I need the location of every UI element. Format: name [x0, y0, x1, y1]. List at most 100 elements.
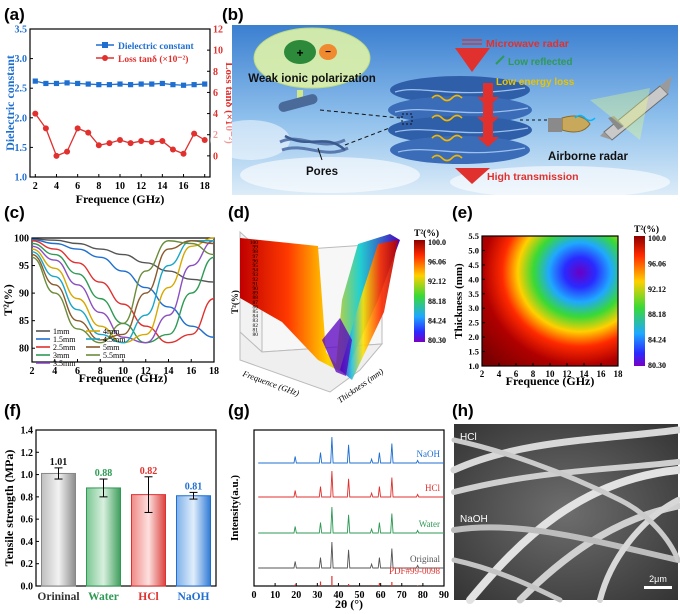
chart-a-point — [202, 81, 208, 87]
chart-a-ytick-label: 1.5 — [15, 143, 28, 154]
chart-g-xtick-label: 20 — [291, 590, 301, 601]
chart-f-ytick-label: 0.8 — [21, 492, 34, 503]
chart-c-xticks: 2 4 6 8 10 12 14 16 18 — [30, 359, 219, 377]
chart-g-ylabel: Intensity(a.u.) — [229, 475, 241, 541]
panel-label-d: (d) — [228, 203, 250, 222]
sem-label-naoh: NaOH — [460, 514, 488, 525]
scale-bar-label: 2μm — [649, 574, 667, 584]
chart-e-ytick-label: 4.0 — [468, 274, 479, 284]
label-low-reflected: Low reflected — [508, 57, 572, 68]
chart-g-xtick-label: 60 — [376, 590, 386, 601]
chart-e-ylabel: Thickness (mm) — [453, 263, 465, 339]
cloud — [210, 120, 290, 160]
chart-d-colorbar-tick-label: 84.24 — [428, 316, 446, 325]
chart-a-y2tick-label: 0 — [213, 151, 218, 162]
chart-a-point — [180, 82, 187, 88]
label-microwave: Microwave radar — [486, 38, 569, 50]
label-weak-ionic: Weak ionic polarization — [248, 73, 376, 85]
chart-d-ztick-label: 86 — [253, 304, 259, 310]
chart-a-point — [159, 138, 166, 145]
chart-d-ztick-label: 85 — [253, 309, 259, 315]
chart-e-colorbar-title: T²(%) — [634, 224, 659, 235]
chart-d-ztick-label: 92 — [253, 277, 259, 283]
panel-label-b: (b) — [222, 5, 244, 24]
chart-c-xtick-label: 6 — [75, 366, 80, 377]
transmission-arrows — [477, 83, 499, 147]
chart-g-xtick-label: 70 — [397, 590, 407, 601]
chart-f-ytick-label: 1.0 — [21, 470, 34, 481]
chart-a-point — [64, 148, 71, 155]
chart-e-colorbar-tick-label: 84.24 — [648, 336, 666, 345]
chart-d-colorbar-tick-label: 92.12 — [428, 277, 446, 286]
chart-g-pattern-line — [258, 470, 444, 498]
chart-c-xtick-label: 4 — [52, 366, 57, 377]
chart-f-category-label: HCl — [138, 591, 158, 603]
chart-c-xtick-label: 2 — [30, 366, 35, 377]
chart-e-ytick-label: 1.5 — [468, 347, 479, 357]
chart-a-point — [32, 110, 39, 117]
chart-c-series-line — [31, 240, 214, 344]
radar-wave-icon — [574, 114, 596, 122]
chart-e-colorbar-ticks: 100.0 96.06 92.12 88.18 84.24 80.30 — [648, 234, 666, 370]
chart-a-point — [191, 82, 197, 88]
chart-c-ytick-label: 95 — [19, 261, 29, 272]
chart-e-xtick-label: 6 — [514, 369, 519, 379]
chart-c-series-line — [31, 238, 215, 338]
chart-a: 2 4 6 8 10 12 14 16 18 1.0 1.5 2.0 2.5 3.0 3.5 0 2 4 6 8 1… — [3, 25, 235, 207]
radome-icon — [548, 115, 591, 133]
chart-c-xtick-label: 8 — [98, 366, 103, 377]
chart-e: 2 4 6 8 10 12 14 16 18 1.0 1.5 2.0 2.5 3.0 3.5 4.0 4.5 5… — [453, 224, 666, 388]
chart-a-ytick-label: 2.0 — [15, 113, 28, 124]
chart-d-colorbar-tick-label: 96.06 — [428, 258, 446, 267]
chart-f-category-label: Water — [88, 591, 119, 603]
chart-d-ztick-label: 90 — [253, 286, 259, 292]
chart-e-ytick-label: 5.0 — [468, 245, 479, 255]
chart-f-bar — [41, 472, 76, 587]
chart-c-legend-label: 3.5mm — [53, 359, 76, 368]
chart-a-point — [85, 81, 91, 87]
chart-c-series-line — [31, 240, 215, 344]
chart-f-ytick-label: 0.2 — [21, 559, 34, 570]
chart-a-xtick-label: 6 — [75, 181, 80, 192]
chart-a-y2tick-label: 12 — [213, 25, 223, 36]
chart-c-legend-label: 4mm — [103, 327, 120, 336]
chart-a-xlabel: Frequence (GHz) — [76, 192, 165, 206]
chart-g: NaOH HCl Water Original 0 10 20 30 40 50 60 70 80 90… — [229, 429, 449, 611]
chart-a-marks — [32, 78, 208, 159]
chart-e-ytick-label: 4.5 — [468, 260, 479, 270]
chart-c-legend-label: 4.5mm — [103, 335, 126, 344]
chart-a-point — [127, 140, 134, 147]
chart-c-ytick-label: 80 — [19, 344, 29, 355]
panel-label-a: (a) — [4, 5, 25, 24]
radar-beam — [590, 88, 650, 140]
chart-c-xtick-label: 12 — [141, 366, 151, 377]
chart-c-legend-label: 5.5mm — [103, 351, 126, 360]
chart-a-point — [180, 150, 187, 157]
chart-g-xtick-label: 50 — [355, 590, 365, 601]
panel-label-c: (c) — [4, 203, 25, 222]
chart-a-ylabel: Dielectric constant — [3, 55, 17, 151]
chart-c-marks — [31, 237, 215, 344]
reflect-arrow-icon — [495, 55, 505, 65]
chart-f-marks: 1.01 Orininal 0.88 Water 0.82 HCl 0.81 NaOH — [37, 457, 211, 603]
chart-a-xtick-label: 14 — [157, 181, 167, 192]
legend-circle-marker — [102, 55, 108, 61]
chart-e-ytick-label: 1.0 — [468, 361, 479, 371]
chart-e-ytick-label: 3.5 — [468, 289, 479, 299]
chart-f-ytick-label: 0.0 — [21, 582, 34, 593]
chart-a-point — [85, 129, 92, 136]
chart-c: 2 4 6 8 10 12 14 16 18 80 85 90 95 100 Frequence (GH… — [1, 234, 219, 386]
chart-a-point — [148, 139, 155, 146]
chart-f: 0.0 0.2 0.4 0.6 0.8 1.0 1.2 1.4 1.01 Orininal 0.8… — [2, 426, 217, 603]
chart-a-xtick-label: 16 — [179, 181, 189, 192]
transmission-arrow-icon — [455, 168, 490, 184]
chart-a-point — [138, 138, 145, 145]
chart-e-colorbar-tick-label: 88.18 — [648, 310, 666, 319]
microwave-arrow-icon — [455, 48, 490, 72]
chart-a-point — [106, 140, 113, 147]
chart-d-ztick-label: 87 — [253, 300, 259, 306]
pointer-line — [317, 147, 323, 161]
chart-e-ytick-label: 3.0 — [468, 303, 479, 313]
chart-d-colorbar-tick-label: 80.30 — [428, 336, 446, 345]
chart-a-xtick-label: 12 — [136, 181, 146, 192]
